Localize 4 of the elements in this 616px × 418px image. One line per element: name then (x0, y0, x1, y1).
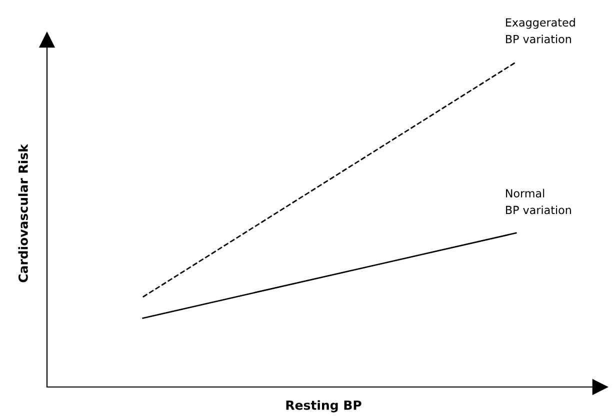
annotation: Normal BP variation (506, 188, 571, 214)
y-axis-title: Cardiovascular Risk (18, 144, 28, 282)
x-axis-title: Resting BP (286, 400, 362, 412)
text: Exaggerated BP variation (506, 18, 575, 44)
